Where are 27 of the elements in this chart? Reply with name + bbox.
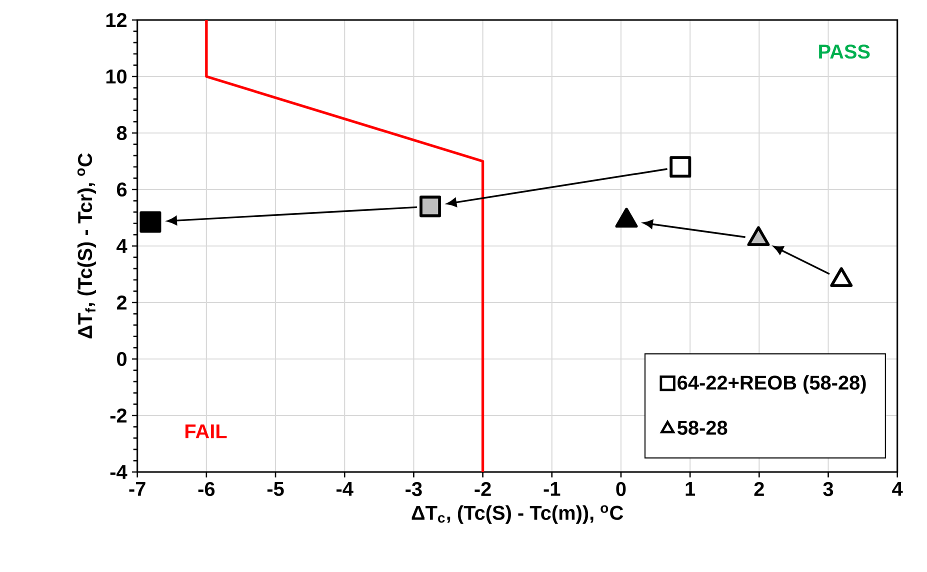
x-tick-label: 3 (823, 482, 834, 496)
y-tick-label: -4 (110, 465, 128, 479)
legend-label: 58-28 (677, 420, 728, 435)
y-tick-label: 10 (106, 69, 126, 84)
y-tick-label: -2 (110, 408, 127, 422)
x-tick-label: 2 (754, 482, 764, 496)
x-tick-label: -3 (406, 482, 422, 496)
annotation: FAIL (185, 424, 227, 438)
x-tick-label: 4 (892, 482, 903, 496)
legend-label: 64-22+REOB (58-28) (678, 375, 866, 394)
x-tick-label: -7 (129, 482, 146, 496)
x-tick-label: 1 (686, 482, 696, 496)
x-tick-label: -5 (267, 482, 284, 496)
y-tick-label: 4 (116, 239, 128, 253)
x-tick-label: 0 (616, 482, 626, 496)
x-tick-label: -2 (474, 482, 491, 496)
y-tick-label: 6 (116, 182, 127, 197)
x-tick-label: -6 (198, 482, 215, 496)
y-tick-label: 8 (116, 126, 127, 140)
y-tick-label: 2 (116, 296, 127, 310)
x-tick-label: -1 (544, 482, 560, 496)
y-tick-label: 0 (117, 352, 126, 366)
x-axis-title: ΔT$_{c}$, (Tc(S) - Tc(m)), $^{o}$C (412, 505, 624, 524)
y-axis-title: ΔT$_{f}$, (Tc(S) - Tcr), $^{o}$C (77, 153, 96, 338)
annotation: PASS (819, 44, 870, 59)
x-tick-label: -4 (336, 482, 354, 496)
y-tick-label: 12 (106, 13, 127, 27)
